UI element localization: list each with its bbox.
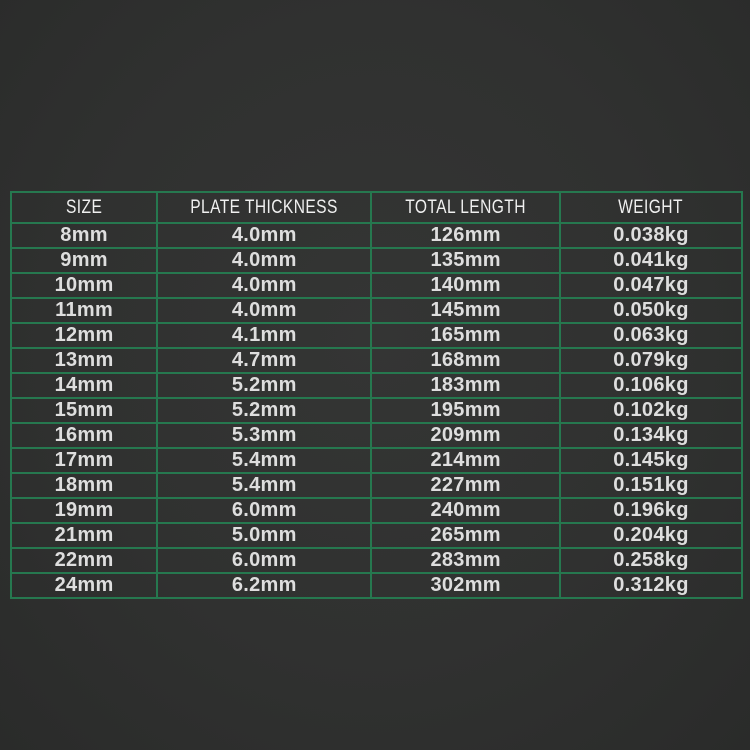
table-cell: 4.1mm	[156, 322, 373, 349]
table-cell: 4.7mm	[156, 347, 373, 374]
table-cell: 0.258kg	[558, 547, 744, 574]
table-cell: 4.0mm	[156, 247, 373, 274]
table-cell: 5.2mm	[156, 372, 373, 399]
table-cell: 0.050kg	[558, 297, 744, 324]
header-cell: SIZE	[9, 191, 159, 224]
table-row: 16mm 5.3mm 209mm 0.134kg	[9, 422, 744, 449]
table-row: 13mm 4.7mm 168mm 0.079kg	[9, 347, 744, 374]
header-cell: TOTAL LENGTH	[370, 191, 561, 224]
table-cell: 240mm	[370, 497, 561, 524]
table-cell: 126mm	[370, 222, 561, 249]
table-row: 14mm 5.2mm 183mm 0.106kg	[9, 372, 744, 399]
table-body: 8mm 4.0mm 126mm 0.038kg 9mm 4.0mm 135mm 0.041kg…	[9, 222, 744, 599]
table-cell: 21mm	[9, 522, 159, 549]
table-cell: 5.4mm	[156, 472, 373, 499]
table-cell: 6.0mm	[156, 497, 373, 524]
table-row: 12mm 4.1mm 165mm 0.063kg	[9, 322, 744, 349]
table-cell: 14mm	[9, 372, 159, 399]
table-cell: 283mm	[370, 547, 561, 574]
table-cell: 0.038kg	[558, 222, 744, 249]
table-cell: 4.0mm	[156, 297, 373, 324]
table-cell: 0.204kg	[558, 522, 744, 549]
table-row: 24mm 6.2mm 302mm 0.312kg	[9, 572, 744, 599]
table-row: 17mm 5.4mm 214mm 0.145kg	[9, 447, 744, 474]
table-cell: 183mm	[370, 372, 561, 399]
table-cell: 209mm	[370, 422, 561, 449]
table-row: 8mm 4.0mm 126mm 0.038kg	[9, 222, 744, 249]
header-cell: WEIGHT	[558, 191, 744, 224]
table-cell: 0.134kg	[558, 422, 744, 449]
table-cell: 6.0mm	[156, 547, 373, 574]
table-cell: 135mm	[370, 247, 561, 274]
table-row: 10mm 4.0mm 140mm 0.047kg	[9, 272, 744, 299]
table-cell: 0.151kg	[558, 472, 744, 499]
table-cell: 5.2mm	[156, 397, 373, 424]
table-row: 9mm 4.0mm 135mm 0.041kg	[9, 247, 744, 274]
table-cell: 15mm	[9, 397, 159, 424]
table-row: 21mm 5.0mm 265mm 0.204kg	[9, 522, 744, 549]
header-label: WEIGHT	[618, 196, 684, 218]
table-row: 15mm 5.2mm 195mm 0.102kg	[9, 397, 744, 424]
table-cell: 0.106kg	[558, 372, 744, 399]
table-row: 11mm 4.0mm 145mm 0.050kg	[9, 297, 744, 324]
table-cell: 227mm	[370, 472, 561, 499]
table-cell: 0.196kg	[558, 497, 744, 524]
table-cell: 302mm	[370, 572, 561, 599]
table-cell: 10mm	[9, 272, 159, 299]
table-cell: 22mm	[9, 547, 159, 574]
table-row: 18mm 5.4mm 227mm 0.151kg	[9, 472, 744, 499]
table-cell: 0.063kg	[558, 322, 744, 349]
table-cell: 19mm	[9, 497, 159, 524]
table-cell: 8mm	[9, 222, 159, 249]
table-cell: 4.0mm	[156, 222, 373, 249]
table-cell: 165mm	[370, 322, 561, 349]
table-cell: 24mm	[9, 572, 159, 599]
table-cell: 0.079kg	[558, 347, 744, 374]
table-cell: 5.0mm	[156, 522, 373, 549]
table-cell: 16mm	[9, 422, 159, 449]
table-cell: 5.3mm	[156, 422, 373, 449]
header-row: SIZE PLATE THICKNESS TOTAL LENGTH WEIGHT	[9, 191, 744, 224]
spec-table: SIZE PLATE THICKNESS TOTAL LENGTH WEIGHT 8m…	[9, 191, 744, 599]
table-cell: 195mm	[370, 397, 561, 424]
table-cell: 0.047kg	[558, 272, 744, 299]
table-cell: 6.2mm	[156, 572, 373, 599]
table-cell: 168mm	[370, 347, 561, 374]
table-cell: 140mm	[370, 272, 561, 299]
table-row: 19mm 6.0mm 240mm 0.196kg	[9, 497, 744, 524]
table-cell: 0.041kg	[558, 247, 744, 274]
header-label: SIZE	[65, 196, 103, 218]
header-label: TOTAL LENGTH	[405, 196, 526, 218]
table-cell: 4.0mm	[156, 272, 373, 299]
table-cell: 214mm	[370, 447, 561, 474]
table-cell: 9mm	[9, 247, 159, 274]
table-cell: 0.312kg	[558, 572, 744, 599]
table-cell: 11mm	[9, 297, 159, 324]
table-cell: 265mm	[370, 522, 561, 549]
header-label: PLATE THICKNESS	[190, 196, 339, 218]
table-cell: 18mm	[9, 472, 159, 499]
table-cell: 0.102kg	[558, 397, 744, 424]
table-cell: 12mm	[9, 322, 159, 349]
table-row: 22mm 6.0mm 283mm 0.258kg	[9, 547, 744, 574]
table-cell: 145mm	[370, 297, 561, 324]
table-cell: 17mm	[9, 447, 159, 474]
table-cell: 0.145kg	[558, 447, 744, 474]
table-cell: 13mm	[9, 347, 159, 374]
header-cell: PLATE THICKNESS	[156, 191, 373, 224]
table-cell: 5.4mm	[156, 447, 373, 474]
